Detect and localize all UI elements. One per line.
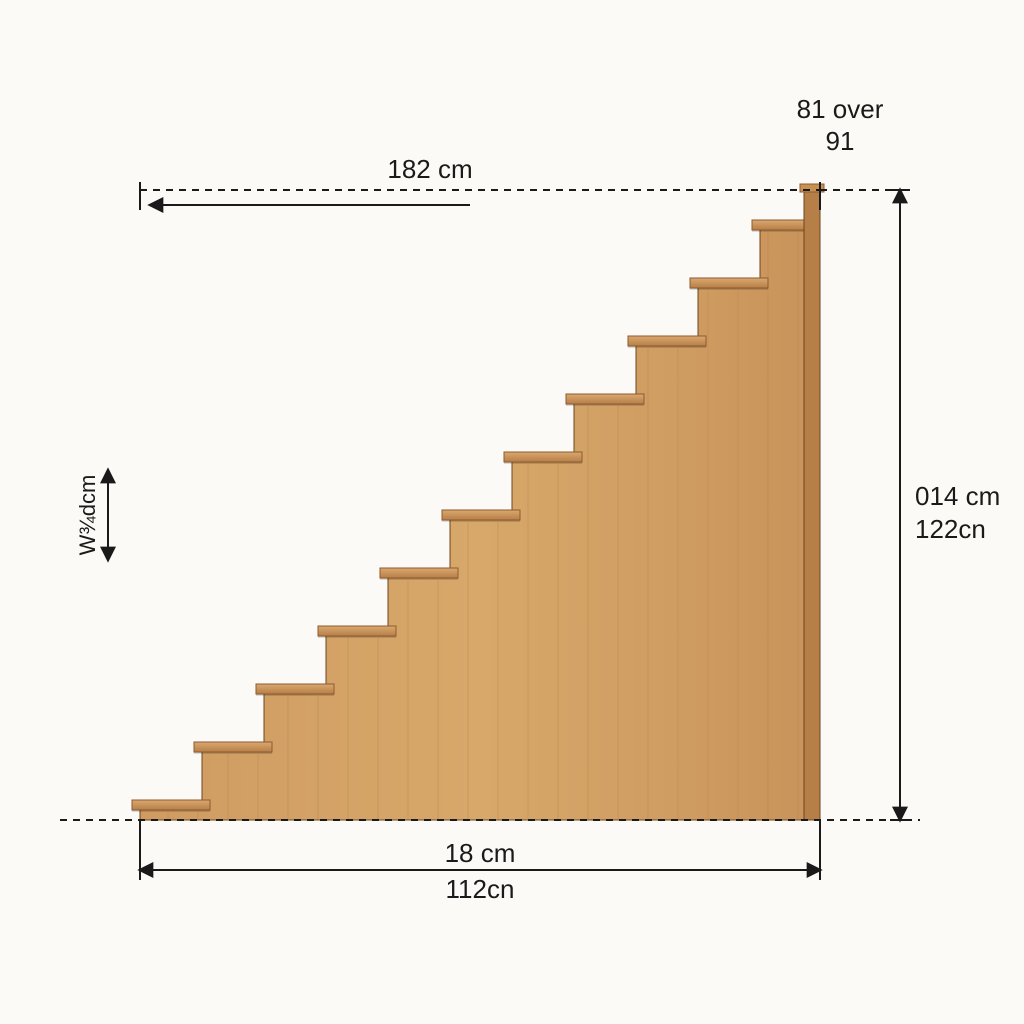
top-right-note-1: 81 over [797, 94, 884, 124]
stair-tread [194, 742, 272, 752]
right-height-label-1: 014 cm [915, 481, 1000, 511]
bottom-width-label-2: 112cn [446, 874, 515, 904]
stair-tread [690, 278, 768, 288]
bottom-width-label-1: 18 cm [445, 838, 516, 868]
right-height-label-2: 122cn [915, 514, 986, 544]
stair-tread [566, 394, 644, 404]
stair-tread [256, 684, 334, 694]
top-width-label: 182 cm [387, 154, 472, 184]
stair-tread [442, 510, 520, 520]
stair-tread [318, 626, 396, 636]
top-newel-post [804, 192, 820, 820]
stair-tread [628, 336, 706, 346]
staircase-diagram: 182 cm 18 cm 112cn 014 cm 122cn W¾dcm 81… [0, 0, 1024, 1024]
left-height-label: W¾dcm [75, 475, 100, 556]
top-right-note-2: 91 [826, 126, 855, 156]
stair-tread [380, 568, 458, 578]
stair-tread [132, 800, 210, 810]
stair-tread [504, 452, 582, 462]
